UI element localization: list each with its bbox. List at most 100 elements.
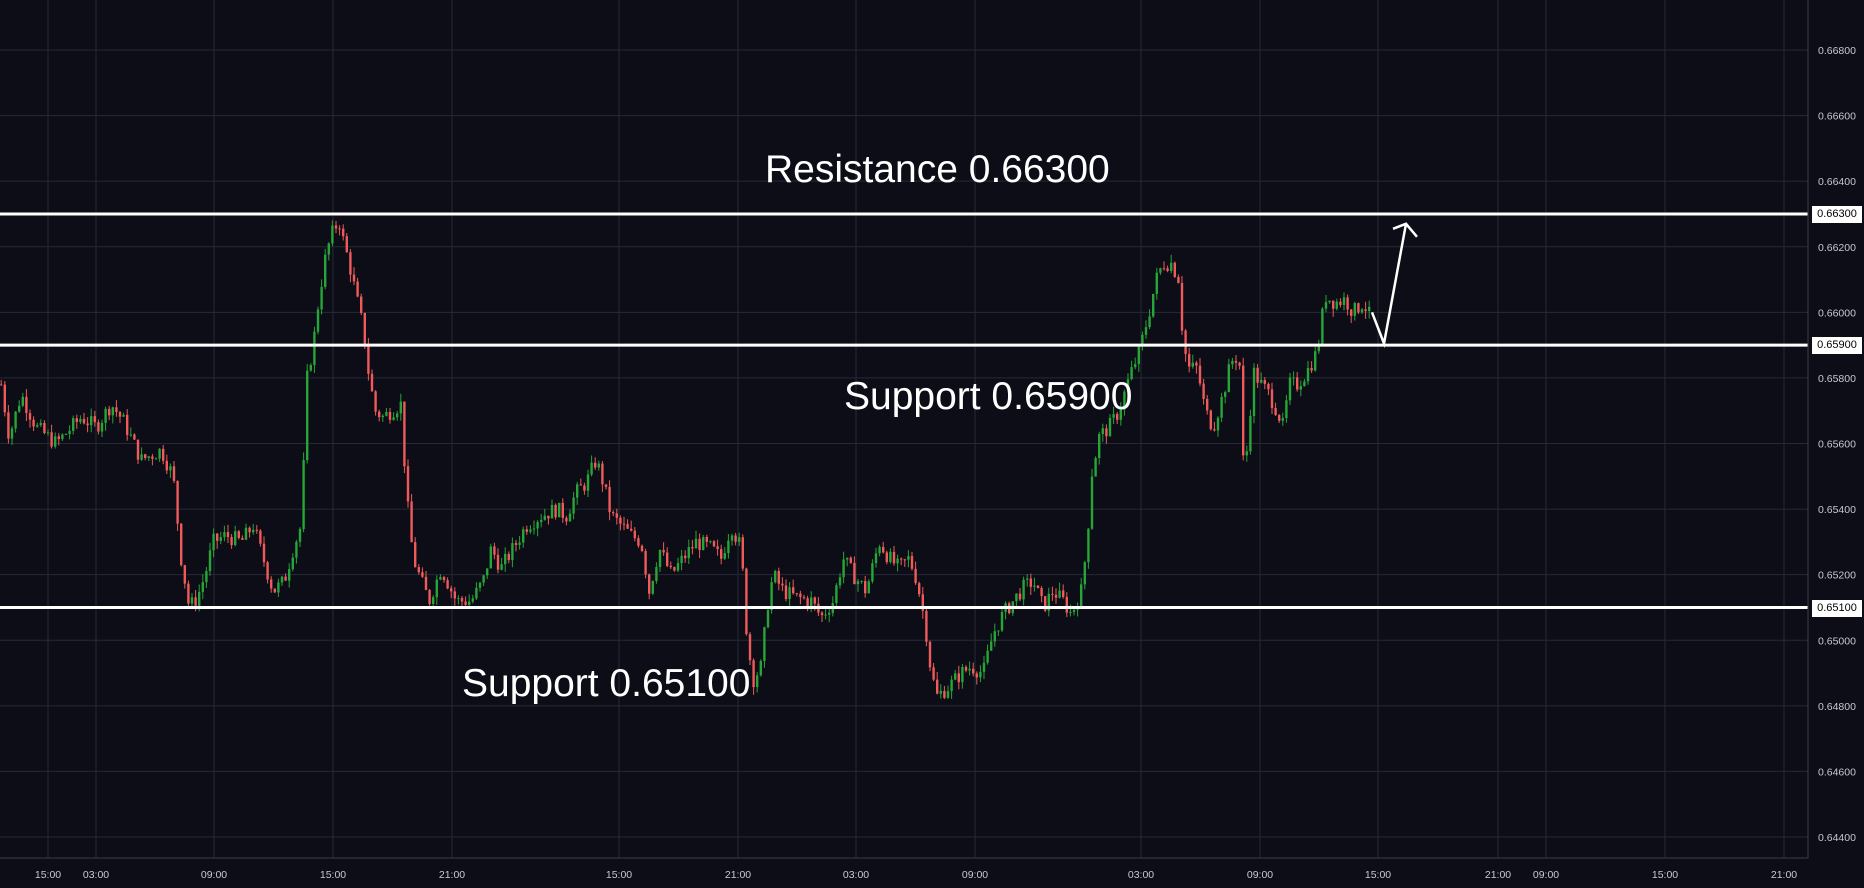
candle-down [1162,268,1166,270]
candle-up [1130,367,1133,380]
candle-down [172,466,176,481]
candle-up [100,422,104,432]
candle-up [968,668,971,671]
candle-up [306,370,309,461]
candle-down [1209,410,1212,430]
candle-down [900,558,903,560]
candle-down [345,236,348,253]
time-axis[interactable]: 15:00 03:00 09:00 15:00 21:00 15:00 21:00 03:00… [0,857,1808,881]
candle-down [1256,367,1259,383]
candle-up [1141,334,1144,347]
candle-down [230,537,233,546]
candle-up [730,535,734,541]
candle-up [572,497,575,514]
candle-up [763,627,766,662]
candle-up [309,365,312,371]
candle-down [1188,354,1191,367]
candle-down [363,312,366,347]
candle-up [543,515,546,520]
candle-up [846,557,849,560]
candle-up [1260,379,1263,383]
candle-up [961,666,964,683]
candle-up [511,543,514,561]
candle-down [853,562,856,585]
arrow-head [1392,222,1418,238]
candle-down [1062,590,1065,597]
candle-up [219,537,222,541]
candle-down [795,593,798,595]
candle-up [1317,344,1320,352]
candle-down [1263,379,1266,384]
candle-up [1033,585,1036,587]
candle-down [925,610,928,642]
candle-up [327,243,330,255]
candle-up [1342,297,1346,305]
candle-down [1036,585,1040,589]
candle-up [540,519,543,523]
candle-down [1270,389,1274,408]
candle-up [939,690,942,694]
candle-up [244,527,248,540]
candle-down [507,553,510,561]
candle-up [90,416,93,426]
candle-up [687,547,690,559]
candle-down [712,541,716,547]
candle-down [626,524,629,529]
candle-up [828,612,831,615]
candle-down [1029,578,1032,587]
candle-down [932,667,935,680]
candle-up [860,581,863,583]
candle-down [1184,330,1187,355]
candle-up [439,577,442,580]
candle-up [1087,528,1090,563]
candle-down [180,523,183,566]
candle-up [10,428,14,439]
candle-up [946,691,950,698]
candle-up [788,587,791,600]
candle-down [802,597,806,599]
candle-up [432,597,435,604]
time-tick-label: 21:00 [1771,869,1797,881]
candle-down [1198,365,1202,384]
candle-down [669,565,672,568]
candle-up [738,537,741,542]
candle-up [590,462,593,475]
candle-up [896,558,899,564]
candle-up [702,537,705,550]
candle-down [97,422,100,432]
candle-up [129,434,132,436]
candle-up [205,571,208,583]
candle-up [198,591,201,606]
candle-up [1126,379,1130,392]
candle-down [748,634,752,661]
candle-down [964,666,968,671]
candle-up [331,225,334,244]
candle-up [320,286,323,310]
price-tick-label: 0.66000 [1818,307,1856,319]
candle-up [1299,386,1302,390]
candle-down [493,546,496,555]
candle-down [342,228,345,237]
time-tick-label: 09:00 [1533,869,1559,881]
candle-up [1314,351,1317,371]
candle-down [374,391,377,412]
candle-up [313,331,316,366]
candle-up [1353,303,1356,316]
price-axis[interactable]: 0.66800 0.66600 0.66400 0.66200 0.66000 0.658… [1807,0,1856,858]
candle-down [975,673,978,678]
candle-up [280,576,284,583]
candle-up [18,405,21,412]
resistance-price-label: 0.66300 [1812,206,1862,223]
price-tick-label: 0.65800 [1818,373,1856,385]
candle-up [316,309,320,332]
candle-down [216,533,219,541]
candle-up [36,425,39,427]
candle-down [417,567,420,573]
candle-down [1350,309,1353,316]
candle-up [597,463,600,468]
candle-up [72,418,75,431]
candle-down [356,281,359,297]
candle-up [1224,392,1227,397]
